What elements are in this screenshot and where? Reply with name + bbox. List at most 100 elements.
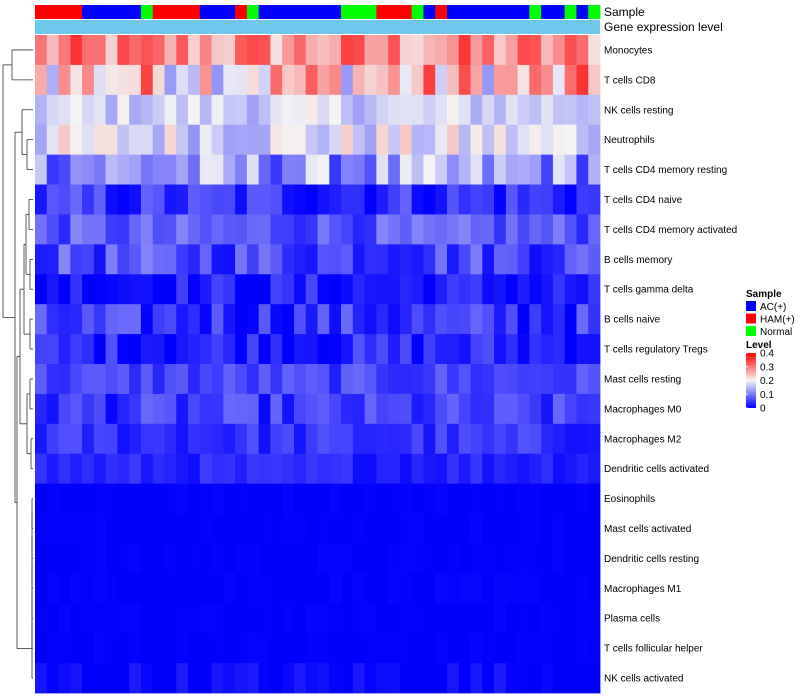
heatmap-cell	[399, 124, 413, 156]
heatmap-cell	[435, 483, 448, 514]
sample-annotation-cell	[423, 5, 436, 19]
heatmap-cell	[46, 304, 59, 335]
heatmap-cell	[458, 244, 471, 275]
heatmap-cell	[129, 663, 142, 694]
heatmap-cell	[211, 334, 224, 365]
heatmap-cell	[564, 483, 577, 514]
heatmap-cell	[364, 633, 377, 664]
heatmap-cell	[470, 513, 483, 544]
heatmap-cell	[46, 453, 59, 485]
heatmap-cell	[199, 543, 212, 574]
heatmap-cell	[423, 364, 436, 395]
gene-annotation-label: Gene expression level	[604, 20, 723, 34]
heatmap-cell	[82, 663, 95, 694]
heatmap-cell	[588, 244, 601, 275]
heatmap-cell	[517, 214, 530, 245]
row-labels: Monocytes T cells CD8 NK cells resting Neut…	[604, 45, 737, 684]
heatmap-cell	[423, 154, 436, 185]
heatmap-cell	[411, 304, 424, 335]
heatmap-cell	[588, 633, 601, 664]
heatmap-cell	[470, 94, 483, 126]
legend-sample-label: AC(+)	[760, 302, 786, 313]
heatmap-cell	[282, 543, 295, 574]
heatmap-cell	[341, 274, 354, 305]
heatmap-cell	[58, 543, 71, 574]
heatmap-cell	[235, 184, 248, 215]
heatmap-cell	[341, 304, 354, 335]
heatmap-cell	[246, 184, 260, 215]
heatmap-cell	[223, 364, 236, 395]
heatmap-cell	[399, 64, 413, 96]
heatmap-cell	[235, 393, 248, 425]
heatmap-cell	[70, 274, 83, 305]
heatmap-cell	[235, 334, 248, 365]
heatmap-cell	[588, 393, 601, 425]
sample-annotation-bar	[35, 5, 601, 19]
heatmap-cell	[223, 633, 236, 664]
heatmap-cell	[329, 214, 342, 245]
heatmap-cell	[364, 364, 377, 395]
heatmap-cell	[576, 573, 589, 604]
heatmap-cell	[82, 633, 95, 664]
heatmap-cell	[564, 124, 577, 156]
heatmap-cell	[352, 94, 365, 126]
heatmap-cell	[423, 124, 436, 156]
heatmap-cell	[211, 663, 224, 694]
heatmap-cell	[152, 453, 165, 485]
heatmap-cell	[482, 124, 495, 156]
heatmap-cell	[164, 423, 177, 455]
heatmap-cell	[411, 633, 424, 664]
heatmap-cell	[246, 513, 260, 544]
heatmap-cell	[188, 184, 201, 215]
heatmap-cell	[223, 214, 236, 245]
heatmap-cell	[423, 214, 436, 245]
heatmap-cell	[258, 124, 271, 156]
heatmap-cell	[588, 364, 601, 395]
row-label: B cells memory	[604, 255, 672, 266]
heatmap-cell	[105, 94, 118, 126]
heatmap-cell	[140, 483, 154, 514]
heatmap-cell	[70, 244, 83, 275]
heatmap-cell	[399, 573, 413, 604]
heatmap-cell	[517, 154, 530, 185]
heatmap-cell	[341, 334, 354, 365]
heatmap-cell	[541, 244, 554, 275]
heatmap-cell	[199, 154, 212, 185]
heatmap-cell	[282, 663, 295, 694]
heatmap-cell	[46, 423, 59, 455]
heatmap-cell	[82, 214, 95, 245]
heatmap-cell	[293, 364, 307, 395]
heatmap-cell	[458, 573, 471, 604]
gene-expression-annotation-bar	[35, 20, 600, 34]
heatmap-cell	[117, 334, 130, 365]
heatmap-cell	[494, 184, 507, 215]
heatmap-cell	[435, 184, 448, 215]
heatmap-cell	[282, 154, 295, 185]
heatmap-cell	[388, 603, 401, 634]
heatmap-cell	[199, 334, 212, 365]
heatmap-cell	[364, 423, 377, 455]
heatmap-cell	[188, 633, 201, 664]
heatmap-cell	[517, 334, 530, 365]
heatmap-cell	[58, 64, 71, 96]
sample-annotation-cell	[388, 5, 401, 19]
heatmap-cell	[117, 244, 130, 275]
sample-annotation-cell	[305, 5, 318, 19]
sample-annotation-cell	[576, 5, 589, 19]
heatmap-cell	[258, 423, 271, 455]
heatmap-cell	[176, 573, 189, 604]
heatmap-cell	[152, 633, 165, 664]
heatmap-cell	[152, 244, 165, 275]
heatmap-cell	[211, 304, 224, 335]
heatmap-cell	[552, 663, 566, 694]
heatmap-cell	[282, 393, 295, 425]
heatmap-cell	[435, 214, 448, 245]
heatmap-cell	[199, 513, 212, 544]
heatmap-cell	[529, 513, 542, 544]
heatmap-cell	[329, 94, 342, 126]
heatmap-cell	[399, 214, 413, 245]
heatmap-cell	[576, 483, 589, 514]
heatmap-cell	[435, 244, 448, 275]
heatmap-cell	[282, 35, 295, 66]
heatmap-cell	[529, 393, 542, 425]
